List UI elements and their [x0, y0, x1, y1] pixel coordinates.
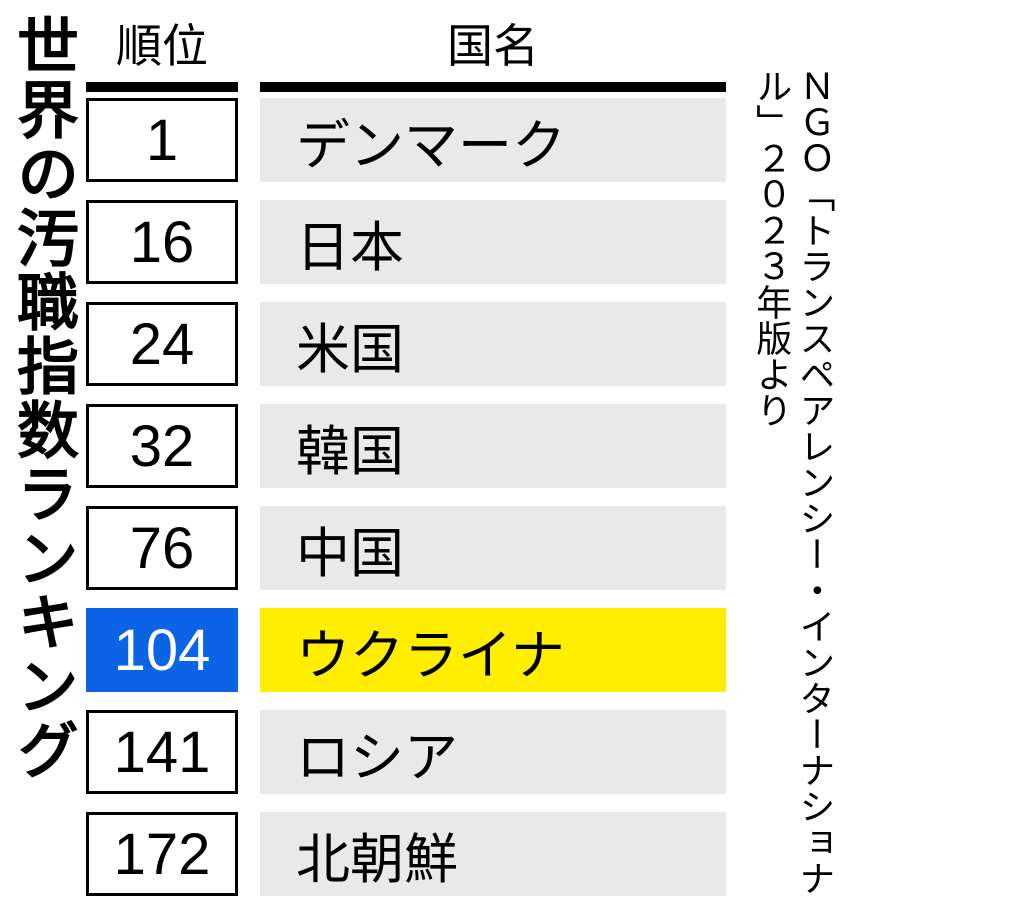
table-row: 172 北朝鮮	[86, 812, 726, 896]
table-row: 141 ロシア	[86, 710, 726, 794]
header-country: 国名	[260, 10, 726, 92]
main-container: 世界の汚職指数ランキング 順位 国名 1 デンマーク 16 日本 24 米国 3…	[10, 10, 1024, 923]
rank-cell: 16	[86, 200, 238, 284]
country-cell: 中国	[260, 506, 726, 590]
table-header: 順位 国名	[86, 10, 726, 92]
header-rank: 順位	[86, 10, 238, 92]
country-cell: 日本	[260, 200, 726, 284]
country-cell: デンマーク	[260, 98, 726, 182]
rank-cell: 32	[86, 404, 238, 488]
rank-cell: 172	[86, 812, 238, 896]
source-note: ＮＧＯ「トランスペアレンシー・インターナショナル」２０２３年版より	[740, 10, 836, 923]
table-row-highlighted: 104 ウクライナ	[86, 608, 726, 692]
table-row: 16 日本	[86, 200, 726, 284]
page-title: 世界の汚職指数ランキング	[10, 10, 72, 782]
country-cell: 北朝鮮	[260, 812, 726, 896]
table-row: 24 米国	[86, 302, 726, 386]
rank-cell: 76	[86, 506, 238, 590]
country-cell: 米国	[260, 302, 726, 386]
country-cell: ロシア	[260, 710, 726, 794]
country-cell: 韓国	[260, 404, 726, 488]
rank-cell: 1	[86, 98, 238, 182]
table-body: 1 デンマーク 16 日本 24 米国 32 韓国 76 中国 104 ウクライ…	[86, 98, 726, 896]
table-row: 76 中国	[86, 506, 726, 590]
rank-cell: 141	[86, 710, 238, 794]
rank-cell: 24	[86, 302, 238, 386]
country-cell: ウクライナ	[260, 608, 726, 692]
table-row: 32 韓国	[86, 404, 726, 488]
table-row: 1 デンマーク	[86, 98, 726, 182]
ranking-table: 順位 国名 1 デンマーク 16 日本 24 米国 32 韓国 76 中国	[86, 10, 726, 896]
rank-cell: 104	[86, 608, 238, 692]
